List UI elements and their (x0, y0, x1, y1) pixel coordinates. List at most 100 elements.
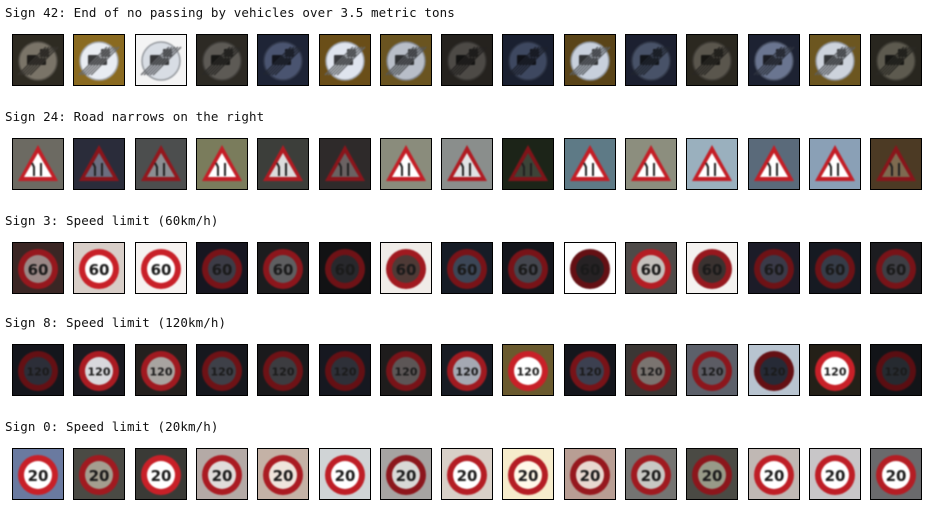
svg-text:60: 60 (580, 261, 601, 279)
svg-text:60: 60 (273, 261, 294, 279)
sign-image (136, 35, 186, 85)
svg-text:120: 120 (395, 366, 418, 379)
sign-thumbnail: 60 (686, 242, 738, 294)
sign-thumbnail (319, 34, 371, 86)
sign-image (136, 139, 186, 189)
svg-text:60: 60 (886, 261, 907, 279)
svg-text:60: 60 (212, 261, 233, 279)
sign-image (13, 139, 63, 189)
sign-image: 60 (136, 243, 186, 293)
sign-thumbnail: 120 (686, 344, 738, 396)
sign-thumbnail: 120 (870, 344, 922, 396)
sign-image (320, 35, 370, 85)
sign-thumbnail: 120 (564, 344, 616, 396)
sign-thumbnail: 60 (380, 242, 432, 294)
svg-text:20: 20 (702, 467, 723, 485)
sign-image: 20 (687, 449, 737, 499)
sign-image: 120 (13, 345, 63, 395)
sign-image: 20 (749, 449, 799, 499)
sign-thumbnail (502, 34, 554, 86)
sign-image: 120 (810, 345, 860, 395)
sign-image: 120 (197, 345, 247, 395)
sign-thumbnail: 20 (625, 448, 677, 500)
sign-image (258, 35, 308, 85)
sign-thumbnail (257, 138, 309, 190)
svg-text:60: 60 (518, 261, 539, 279)
sign-thumbnail: 120 (809, 344, 861, 396)
sign-thumbnail: 60 (625, 242, 677, 294)
sign-thumbnail (686, 138, 738, 190)
sign-image: 20 (442, 449, 492, 499)
sign-image (258, 139, 308, 189)
sign-image: 20 (74, 449, 124, 499)
svg-text:60: 60 (151, 261, 172, 279)
sign-thumbnail: 60 (502, 242, 554, 294)
sign-thumbnail (441, 34, 493, 86)
svg-text:60: 60 (28, 261, 49, 279)
sign-image (687, 35, 737, 85)
sign-thumbnail (196, 138, 248, 190)
sign-image: 60 (565, 243, 615, 293)
sign-thumbnail: 120 (135, 344, 187, 396)
sign-image: 60 (749, 243, 799, 293)
sign-image: 60 (74, 243, 124, 293)
svg-text:20: 20 (764, 467, 785, 485)
sign-thumbnail: 20 (319, 448, 371, 500)
sign-image: 20 (197, 449, 247, 499)
sign-thumbnail: 120 (380, 344, 432, 396)
svg-text:120: 120 (701, 366, 724, 379)
sign-image (381, 139, 431, 189)
sign-image (687, 139, 737, 189)
svg-text:120: 120 (640, 366, 663, 379)
sign-image: 120 (565, 345, 615, 395)
sign-image: 60 (503, 243, 553, 293)
sign-thumbnail (441, 138, 493, 190)
sign-thumbnail: 120 (196, 344, 248, 396)
svg-text:120: 120 (579, 366, 602, 379)
svg-text:60: 60 (702, 261, 723, 279)
sign-thumbnail (319, 138, 371, 190)
sign-image (626, 35, 676, 85)
sign-thumbnail: 20 (686, 448, 738, 500)
sign-thumbnail: 20 (380, 448, 432, 500)
sign-thumbnail: 60 (870, 242, 922, 294)
sign-thumbnail: 60 (564, 242, 616, 294)
sign-thumbnail (380, 34, 432, 86)
sign-image: 120 (749, 345, 799, 395)
sign-thumbnail (196, 34, 248, 86)
sign-thumbnail (809, 34, 861, 86)
sign-image: 120 (871, 345, 921, 395)
svg-text:60: 60 (764, 261, 785, 279)
sign-thumbnail: 20 (135, 448, 187, 500)
svg-text:20: 20 (151, 467, 172, 485)
sign-image: 60 (442, 243, 492, 293)
sign-image: 20 (503, 449, 553, 499)
sign-thumbnail (257, 34, 309, 86)
sign-thumbnail: 60 (196, 242, 248, 294)
svg-text:60: 60 (641, 261, 662, 279)
sign-thumbnail (12, 34, 64, 86)
sign-thumbnail (748, 34, 800, 86)
sign-image (442, 139, 492, 189)
sign-image: 20 (626, 449, 676, 499)
sign-thumbnail: 120 (319, 344, 371, 396)
sign-image: 120 (626, 345, 676, 395)
sign-thumbnail: 120 (748, 344, 800, 396)
sign-image (197, 139, 247, 189)
sign-image: 120 (503, 345, 553, 395)
sign-image (810, 35, 860, 85)
sign-image: 60 (871, 243, 921, 293)
svg-text:120: 120 (763, 366, 786, 379)
sign-image: 20 (136, 449, 186, 499)
sign-thumbnail: 120 (502, 344, 554, 396)
sign-image (503, 35, 553, 85)
sign-image: 20 (565, 449, 615, 499)
svg-text:20: 20 (28, 467, 49, 485)
svg-text:20: 20 (335, 467, 356, 485)
svg-text:120: 120 (272, 366, 295, 379)
sign-thumbnail (12, 138, 64, 190)
svg-text:20: 20 (580, 467, 601, 485)
sign-image: 60 (626, 243, 676, 293)
sign-image (381, 35, 431, 85)
sign-image: 60 (258, 243, 308, 293)
